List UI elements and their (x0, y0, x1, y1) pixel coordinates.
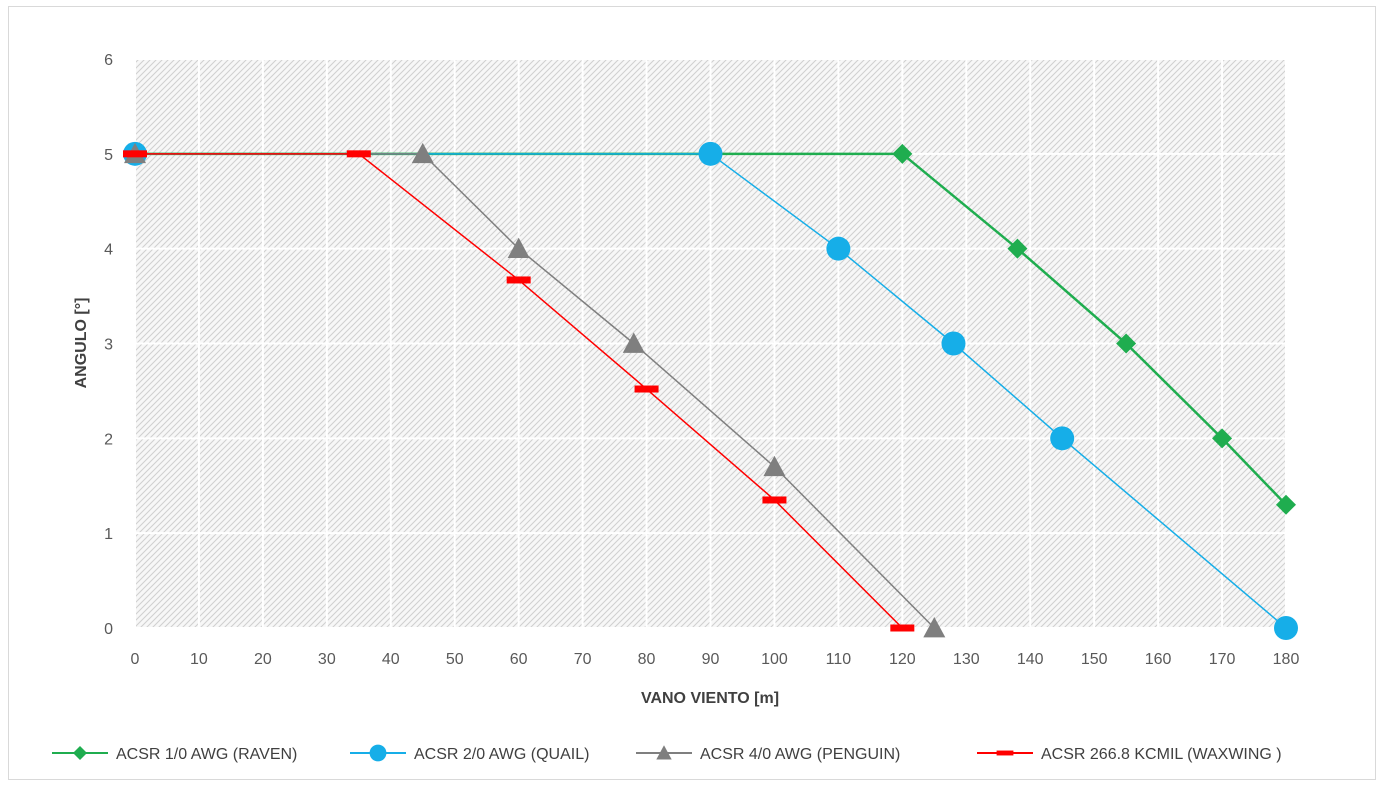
x-tick-label: 30 (318, 651, 336, 668)
series-point (1007, 238, 1028, 259)
x-tick-label: 40 (382, 651, 400, 668)
series-point (762, 496, 787, 504)
x-tick-label: 10 (190, 651, 208, 668)
series-point (1274, 616, 1298, 640)
series-lines (135, 152, 1287, 629)
x-tick-label: 20 (254, 651, 272, 668)
series-point (763, 455, 786, 477)
y-tick-label: 4 (104, 242, 113, 259)
y-axis-ticks: 0 1 2 3 4 5 6 (104, 52, 113, 638)
series-point (73, 746, 87, 760)
x-axis-title: VANO VIENTO [m] (641, 690, 779, 707)
series-point (996, 750, 1014, 756)
series-point (1116, 333, 1137, 354)
legend-item: ACSR 1/0 AWG (RAVEN) (52, 746, 297, 763)
series-line (135, 153, 903, 629)
series-point (123, 150, 147, 158)
series-point (369, 744, 387, 762)
series-line (135, 153, 1287, 629)
x-tick-label: 0 (131, 651, 140, 668)
legend-item: ACSR 2/0 AWG (QUAIL) (350, 744, 589, 763)
series-point (698, 141, 723, 166)
legend-label: ACSR 4/0 AWG (PENGUIN) (700, 746, 900, 763)
series-point (1212, 428, 1233, 449)
x-tick-label: 180 (1273, 651, 1300, 668)
legend-label: ACSR 2/0 AWG (QUAIL) (414, 746, 589, 763)
x-tick-label: 80 (638, 651, 656, 668)
series-point (1050, 426, 1075, 451)
series-point (411, 142, 434, 164)
series-point (506, 276, 531, 284)
y-axis-title: ANGULO [°] (73, 298, 90, 389)
series-markers (123, 141, 1298, 640)
y-tick-label: 0 (104, 621, 113, 638)
series-point (941, 331, 966, 356)
x-tick-label: 120 (889, 651, 916, 668)
x-tick-label: 110 (826, 651, 852, 668)
series-point (656, 745, 672, 760)
series-point (826, 236, 851, 261)
legend-label: ACSR 1/0 AWG (RAVEN) (116, 746, 297, 763)
series-line (135, 152, 1287, 506)
x-tick-label: 60 (510, 651, 528, 668)
x-tick-label: 170 (1209, 651, 1236, 668)
legend-item: ACSR 266.8 KCMIL (WAXWING ) (977, 746, 1282, 763)
x-tick-label: 140 (1017, 651, 1044, 668)
series-point (507, 237, 530, 259)
series-point (622, 332, 645, 353)
series-point (892, 143, 913, 164)
x-tick-label: 160 (1145, 651, 1172, 668)
y-tick-label: 3 (104, 337, 113, 354)
y-tick-label: 1 (104, 526, 113, 543)
legend-label: ACSR 266.8 KCMIL (WAXWING ) (1041, 746, 1282, 763)
series-point (923, 617, 946, 638)
series-point (346, 150, 371, 158)
x-tick-label: 50 (446, 651, 464, 668)
x-tick-label: 130 (953, 651, 980, 668)
y-tick-label: 2 (104, 431, 113, 448)
y-tick-label: 6 (104, 52, 113, 69)
legend: ACSR 1/0 AWG (RAVEN) ACSR 2/0 AWG (QUAIL)… (52, 744, 1282, 763)
x-axis-ticks: 0 10 20 30 40 50 60 70 80 90 100 110 120 130 140 150 160… (131, 651, 1300, 668)
series-point (634, 385, 659, 393)
x-tick-label: 70 (574, 651, 592, 668)
series-line (135, 153, 935, 629)
x-tick-label: 90 (702, 651, 720, 668)
series-point (890, 624, 915, 632)
x-tick-label: 150 (1081, 651, 1108, 668)
x-tick-label: 100 (761, 651, 788, 668)
series-point (1276, 494, 1296, 515)
legend-item: ACSR 4/0 AWG (PENGUIN) (636, 745, 900, 763)
y-tick-label: 5 (104, 147, 113, 164)
